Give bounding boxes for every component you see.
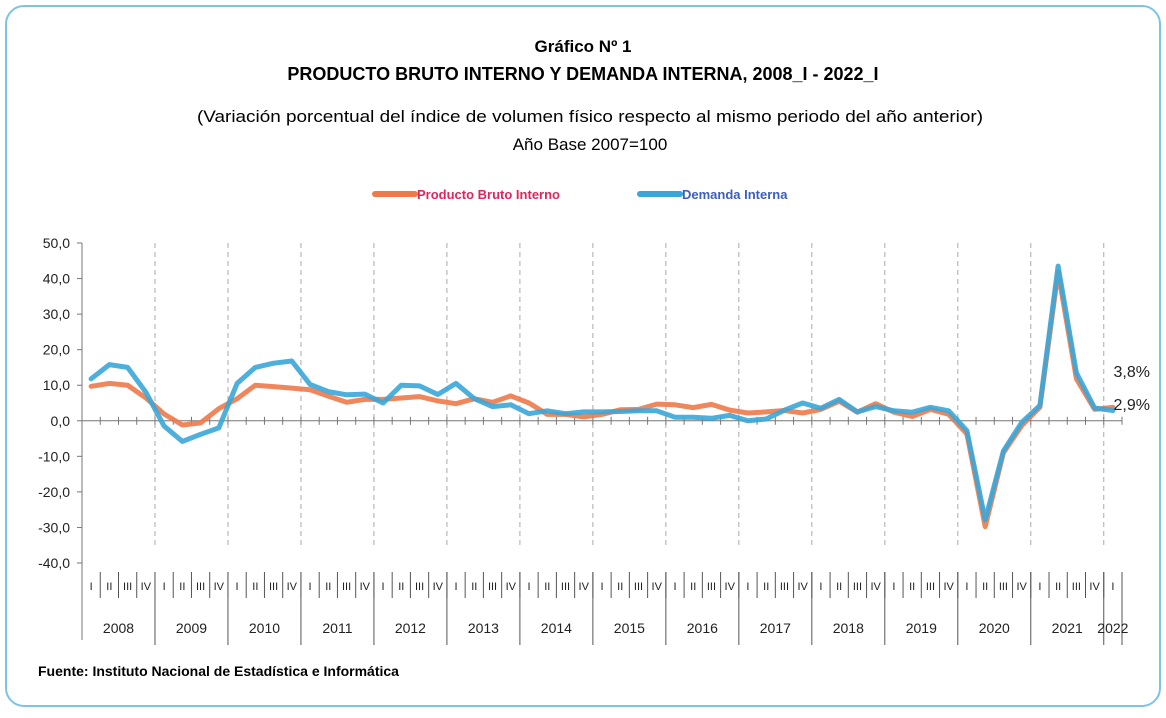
x-tick-label: III [707,581,716,593]
x-tick-label: IV [214,581,225,593]
base-note: Año Base 2007=100 [513,135,668,154]
year-label: 2011 [322,620,352,636]
x-tick-label: II [836,581,842,593]
x-tick-label: IV [652,581,663,593]
x-tick-label: III [488,581,497,593]
x-tick-label: III [926,581,935,593]
x-tick-label: III [269,581,278,593]
x-tick-label: II [398,581,404,593]
x-tick-label: IV [797,581,808,593]
x-tick-label: III [1072,581,1081,593]
year-label: 2019 [906,620,937,636]
x-tick-label: IV [943,581,954,593]
year-label: 2013 [468,620,499,636]
x-tick-label: I [1038,581,1041,593]
x-tick-label: III [123,581,132,593]
x-tick-label: I [746,581,749,593]
x-tick-label: II [690,581,696,593]
x-tick-label: I [673,581,676,593]
y-tick-label: -20,0 [38,484,70,500]
year-label: 2020 [979,620,1010,636]
x-tick-label: III [342,581,351,593]
year-label: 2021 [1052,620,1083,636]
year-label: 2015 [614,620,645,636]
legend-label: Demanda Interna [682,187,788,202]
x-tick-label: I [600,581,603,593]
x-tick-label: I [309,581,312,593]
x-tick-label: IV [360,581,371,593]
x-tick-label: III [634,581,643,593]
y-tick-label: 30,0 [43,306,70,322]
x-tick-label: I [382,581,385,593]
value-label: 2,9% [1114,397,1150,414]
y-tick-label: 50,0 [43,235,70,251]
x-tick-label: II [909,581,915,593]
x-tick-label: IV [579,581,590,593]
y-tick-label: 10,0 [43,377,70,393]
chart-subtitle: (Variación porcentual del índice de volu… [197,107,983,126]
x-tick-label: II [544,581,550,593]
year-label: 2010 [249,620,280,636]
x-tick-label: II [471,581,477,593]
source: Fuente: Instituto Nacional de Estadístic… [38,663,399,679]
x-tick-label: IV [433,581,444,593]
x-tick-label: IV [1089,581,1100,593]
y-tick-label: -30,0 [38,519,70,535]
x-tick-label: II [1055,581,1061,593]
x-tick-label: I [90,581,93,593]
legend-label: Producto Bruto Interno [417,187,560,202]
series-line [88,263,1116,523]
x-tick-label: II [763,581,769,593]
year-label: 2012 [395,620,426,636]
frame [5,5,1161,707]
x-tick-label: III [780,581,789,593]
x-tick-label: II [325,581,331,593]
year-label: 2018 [833,620,864,636]
year-label: 2014 [541,620,572,636]
x-tick-label: I [236,581,239,593]
x-tick-label: I [965,581,968,593]
heading: Gráfico Nº 1 [535,37,632,56]
x-tick-label: I [527,581,530,593]
year-label: 2017 [760,620,791,636]
x-tick-label: II [617,581,623,593]
x-tick-label: I [892,581,895,593]
y-tick-label: 0,0 [51,413,71,429]
x-tick-label: I [163,581,166,593]
x-tick-label: II [252,581,258,593]
x-tick-label: I [1111,581,1114,593]
y-tick-label: -10,0 [38,448,70,464]
year-label: 2016 [687,620,718,636]
x-tick-label: II [982,581,988,593]
year-label: 2008 [103,620,134,636]
x-tick-label: II [179,581,185,593]
x-tick-label: IV [725,581,736,593]
x-tick-label: IV [287,581,298,593]
x-tick-label: II [106,581,112,593]
x-tick-label: I [455,581,458,593]
x-tick-label: IV [870,581,881,593]
x-tick-label: III [561,581,570,593]
x-tick-label: III [196,581,205,593]
y-tick-label: 40,0 [43,271,70,287]
x-tick-label: IV [506,581,517,593]
chart-title: PRODUCTO BRUTO INTERNO Y DEMANDA INTERNA… [287,64,878,84]
x-tick-label: III [415,581,424,593]
y-tick-label: -40,0 [38,555,70,571]
x-tick-label: IV [141,581,152,593]
x-tick-label: IV [1016,581,1027,593]
x-tick-label: III [999,581,1008,593]
year-label: 2022 [1097,620,1128,636]
value-label: 3,8% [1114,364,1150,381]
year-label: 2009 [176,620,207,636]
x-tick-label: I [819,581,822,593]
y-tick-label: 20,0 [43,342,70,358]
x-tick-label: III [853,581,862,593]
